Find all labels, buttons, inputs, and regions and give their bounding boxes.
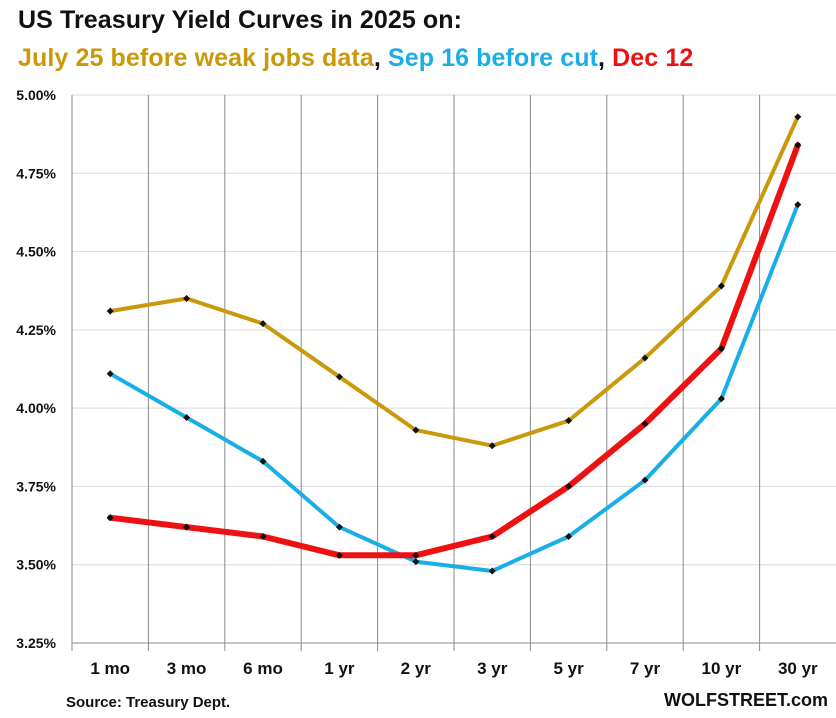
chart-title: US Treasury Yield Curves in 2025 on:: [18, 6, 463, 34]
data-point: [412, 551, 420, 559]
data-point: [641, 476, 649, 484]
subtitle-separator: ,: [598, 44, 613, 72]
x-tick-label: 3 yr: [477, 659, 508, 678]
x-tick-label: 1 mo: [90, 659, 130, 678]
data-point: [106, 514, 114, 522]
y-tick-label: 3.50%: [16, 557, 56, 573]
x-tick-label: 1 yr: [324, 659, 355, 678]
y-tick-label: 4.25%: [16, 322, 56, 338]
x-tick-label: 30 yr: [778, 659, 818, 678]
data-point: [794, 113, 802, 121]
data-point: [641, 354, 649, 362]
subtitle-separator: ,: [373, 44, 388, 72]
x-axis: 1 mo 3 mo 6 mo 1 yr 2 yr 3 yr 5 yr 7 yr 10 yr 30 …: [90, 659, 818, 678]
chart-subtitle: July 25 before weak jobs data, Sep 16 be…: [18, 44, 693, 73]
series-line: [108, 202, 800, 573]
data-point: [488, 567, 496, 575]
data-point: [488, 442, 496, 450]
y-tick-label: 3.75%: [16, 478, 56, 494]
data-point: [106, 370, 114, 378]
data-point: [412, 558, 420, 566]
grid: [71, 94, 836, 651]
series-points: [106, 113, 802, 575]
data-point: [488, 533, 496, 541]
site-credit: WOLFSTREET.com: [663, 690, 828, 710]
data-point: [717, 345, 725, 353]
x-tick-label: 7 yr: [630, 659, 661, 678]
data-point: [335, 551, 343, 559]
data-point: [259, 320, 267, 328]
data-point: [717, 395, 725, 403]
data-point: [717, 282, 725, 290]
data-point: [183, 523, 191, 531]
x-tick-label: 3 mo: [167, 659, 207, 678]
data-point: [794, 201, 802, 209]
data-point: [565, 482, 573, 490]
data-point: [565, 533, 573, 541]
y-tick-label: 4.75%: [16, 165, 56, 181]
data-point: [641, 420, 649, 428]
x-tick-label: 2 yr: [401, 659, 432, 678]
data-point: [335, 373, 343, 381]
data-point: [183, 414, 191, 422]
y-tick-label: 4.00%: [16, 400, 56, 416]
data-point: [565, 417, 573, 425]
subtitle-part-sep: Sep 16 before cut: [387, 44, 599, 72]
y-tick-label: 4.50%: [16, 244, 56, 260]
y-tick-label: 5.00%: [16, 87, 56, 103]
series-line: [107, 142, 801, 559]
source-note: Source: Treasury Dept.: [66, 694, 231, 711]
data-point: [259, 533, 267, 541]
y-axis: 3.25% 3.50% 3.75% 4.00% 4.25% 4.50% 4.75% 5.00%: [16, 87, 56, 651]
data-point: [412, 426, 420, 434]
x-tick-label: 5 yr: [553, 659, 584, 678]
data-point: [794, 141, 802, 149]
subtitle-part-dec: Dec 12: [612, 44, 694, 72]
x-tick-label: 6 mo: [243, 659, 283, 678]
data-point: [335, 523, 343, 531]
data-point: [259, 457, 267, 465]
data-point: [106, 307, 114, 315]
y-tick-label: 3.25%: [16, 635, 56, 651]
data-point: [183, 295, 191, 303]
series-line: [108, 114, 800, 448]
x-tick-label: 10 yr: [702, 659, 742, 678]
series-lines: [107, 114, 801, 573]
subtitle-part-july: July 25 before weak jobs data: [18, 44, 374, 72]
